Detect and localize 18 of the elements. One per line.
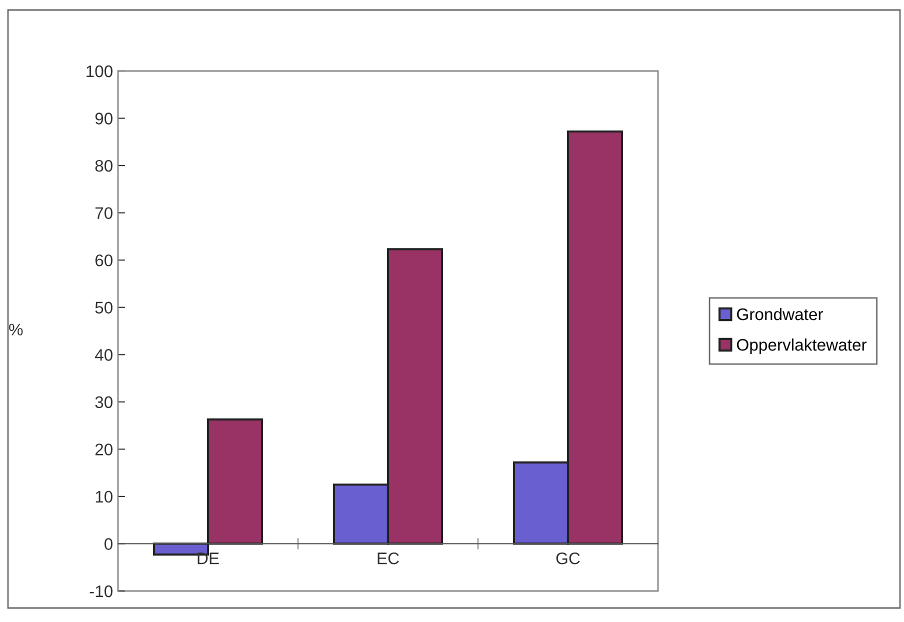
y-tick-label: 20 — [95, 444, 112, 456]
y-tick-label: 70 — [95, 207, 112, 220]
y-tick-label: 60 — [95, 254, 112, 266]
y-tick-label: -10 — [90, 585, 112, 598]
x-tick-label: EC — [378, 552, 399, 564]
y-tick-label: 50 — [95, 302, 112, 314]
y-tick-label: 100 — [86, 65, 112, 78]
x-tick-label: GC — [556, 552, 580, 564]
legend-label: Oppervlaktewater — [736, 338, 867, 354]
y-tick-label: 80 — [95, 160, 112, 172]
y-axis-title: % — [9, 324, 23, 336]
y-tick-label: 30 — [95, 396, 112, 408]
y-tick-label: 0 — [104, 538, 112, 550]
y-tick-label: 10 — [96, 490, 112, 503]
x-tick-label: DE — [198, 552, 219, 564]
legend-label: Grondwater — [737, 308, 823, 320]
y-tick-label: 40 — [94, 349, 112, 361]
y-tick-label: 90 — [95, 112, 112, 124]
